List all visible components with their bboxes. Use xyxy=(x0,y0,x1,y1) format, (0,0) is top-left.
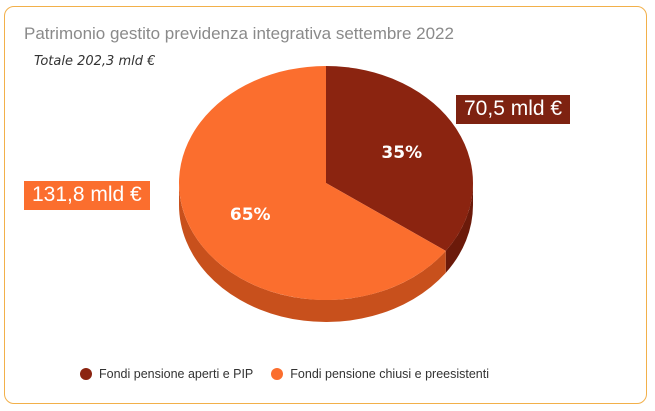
pie-label-aperti-pip: 35% xyxy=(381,143,422,163)
pie-side-chiusi-preesistenti xyxy=(179,183,446,323)
chart-legend: Fondi pensione aperti e PIP Fondi pensio… xyxy=(80,367,507,381)
pie-label-chiusi-preesistenti: 65% xyxy=(230,205,271,225)
legend-label-aperti-pip: Fondi pensione aperti e PIP xyxy=(99,367,254,381)
value-callout-chiusi-preesistenti: 131,8 mld € xyxy=(24,181,150,210)
chart-subtitle: Totale 202,3 mld € xyxy=(34,54,156,69)
legend-swatch-aperti-pip xyxy=(80,368,92,380)
value-callout-aperti-pip: 70,5 mld € xyxy=(456,95,571,124)
chart-title: Patrimonio gestito previdenza integrativ… xyxy=(24,24,454,43)
legend-label-chiusi-preesistenti: Fondi pensione chiusi e preesistenti xyxy=(290,367,490,381)
legend-item-chiusi-preesistenti: Fondi pensione chiusi e preesistenti xyxy=(271,367,489,381)
legend-item-aperti-pip: Fondi pensione aperti e PIP xyxy=(80,367,253,381)
pie-slice-aperti-pip xyxy=(326,66,473,251)
pie-slice-chiusi-preesistenti xyxy=(179,66,446,300)
legend-swatch-chiusi-preesistenti xyxy=(271,368,284,380)
pie-side-aperti-pip xyxy=(445,183,473,273)
